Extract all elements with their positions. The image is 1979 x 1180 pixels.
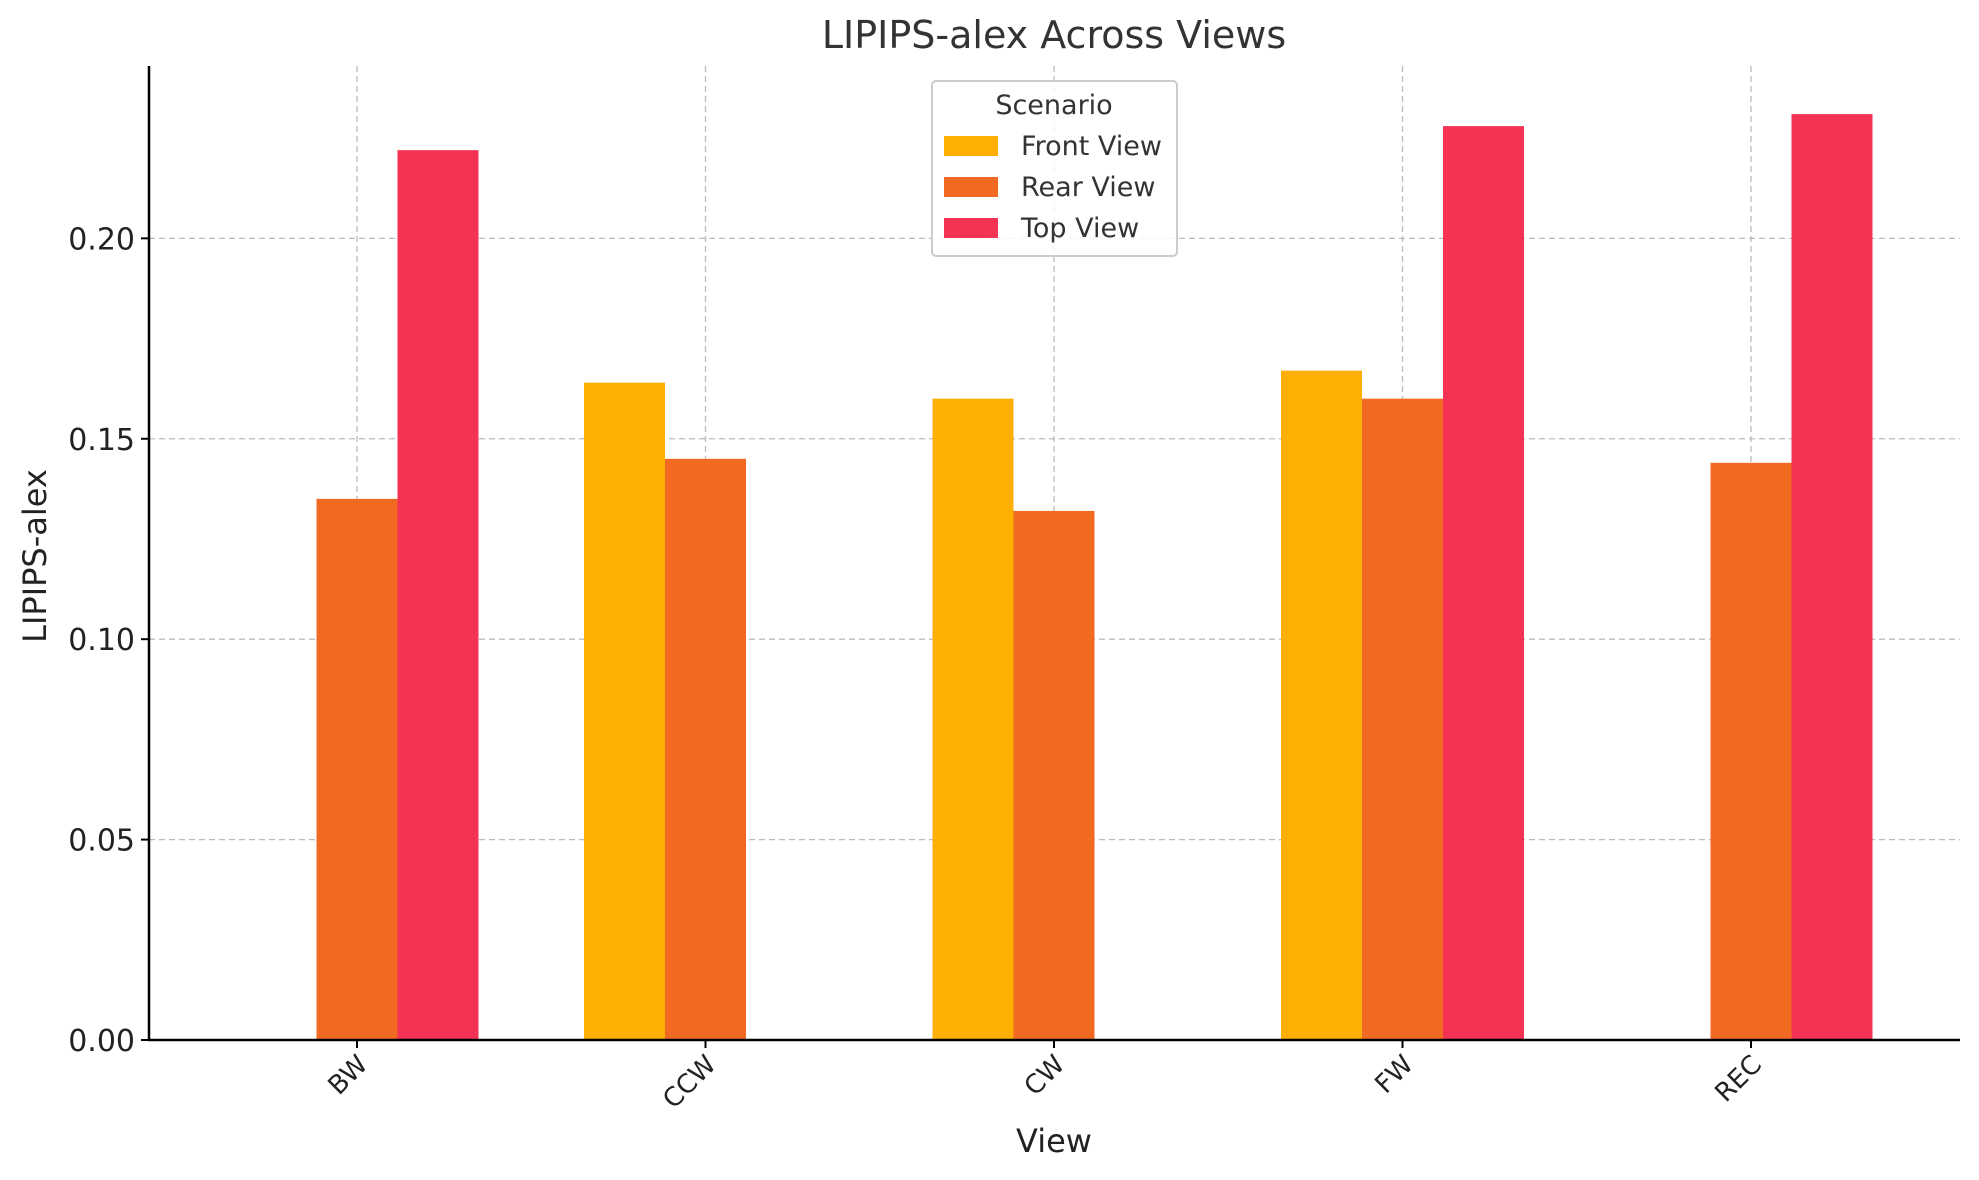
x-axis-label: View — [1016, 1122, 1092, 1160]
legend-swatch — [944, 136, 998, 156]
x-ticks: BW CCW CW FW REC — [323, 1040, 1768, 1115]
x-tick-label: REC — [1710, 1050, 1768, 1108]
x-tick-label: CW — [1019, 1050, 1071, 1102]
legend-entry-label: Top View — [1020, 213, 1139, 244]
bars — [316, 114, 1873, 1041]
y-axis-label: LIPIPS-alex — [16, 469, 54, 643]
legend: Scenario Front View Rear View Top View — [931, 80, 1178, 257]
y-tick-label: 0.00 — [68, 1024, 135, 1059]
bar-front-view-fw — [1281, 370, 1362, 1041]
y-ticks: 0.00 0.05 0.10 0.15 0.20 — [68, 222, 149, 1059]
bar-rear-view-bw — [316, 498, 398, 1040]
bar-top-view-fw — [1443, 126, 1524, 1040]
legend-entry-label: Rear View — [1021, 172, 1155, 203]
y-tick-label: 0.10 — [68, 623, 135, 658]
bar-front-view-cw — [932, 398, 1014, 1041]
bar-top-view-bw — [397, 150, 479, 1040]
legend-entry-label: Front View — [1021, 131, 1162, 162]
legend-title: Scenario — [995, 90, 1112, 121]
chart-title: LIPIPS-alex Across Views — [822, 13, 1286, 57]
bar-front-view-ccw — [584, 382, 665, 1040]
bar-top-view-rec — [1791, 114, 1873, 1041]
legend-swatch — [944, 177, 998, 197]
y-tick-label: 0.20 — [68, 222, 135, 257]
y-tick-label: 0.15 — [68, 423, 135, 458]
legend-box — [931, 80, 1178, 257]
bar-rear-view-cw — [1013, 510, 1095, 1040]
bar-rear-view-fw — [1362, 398, 1443, 1041]
bar-rear-view-ccw — [665, 458, 746, 1040]
x-tick-label: FW — [1369, 1050, 1419, 1100]
bar-rear-view-rec — [1710, 462, 1792, 1040]
legend-swatch — [944, 218, 998, 238]
x-tick-label: BW — [323, 1050, 374, 1101]
y-tick-label: 0.05 — [68, 824, 135, 859]
x-tick-label: CCW — [657, 1050, 722, 1115]
